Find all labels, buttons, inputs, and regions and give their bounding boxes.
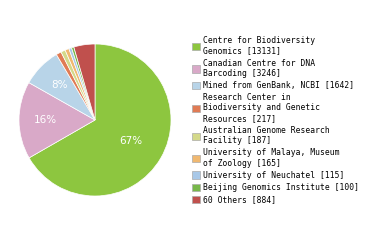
Wedge shape bbox=[29, 44, 171, 196]
Legend: Centre for Biodiversity
Genomics [13131], Canadian Centre for DNA
Barcoding [324: Centre for Biodiversity Genomics [13131]… bbox=[190, 35, 361, 205]
Text: 16%: 16% bbox=[34, 115, 57, 125]
Wedge shape bbox=[65, 49, 95, 120]
Text: 8%: 8% bbox=[52, 80, 68, 90]
Wedge shape bbox=[74, 44, 95, 120]
Wedge shape bbox=[69, 48, 95, 120]
Wedge shape bbox=[29, 54, 95, 120]
Wedge shape bbox=[71, 47, 95, 120]
Wedge shape bbox=[19, 83, 95, 158]
Wedge shape bbox=[61, 50, 95, 120]
Text: 67%: 67% bbox=[120, 136, 143, 146]
Wedge shape bbox=[56, 52, 95, 120]
